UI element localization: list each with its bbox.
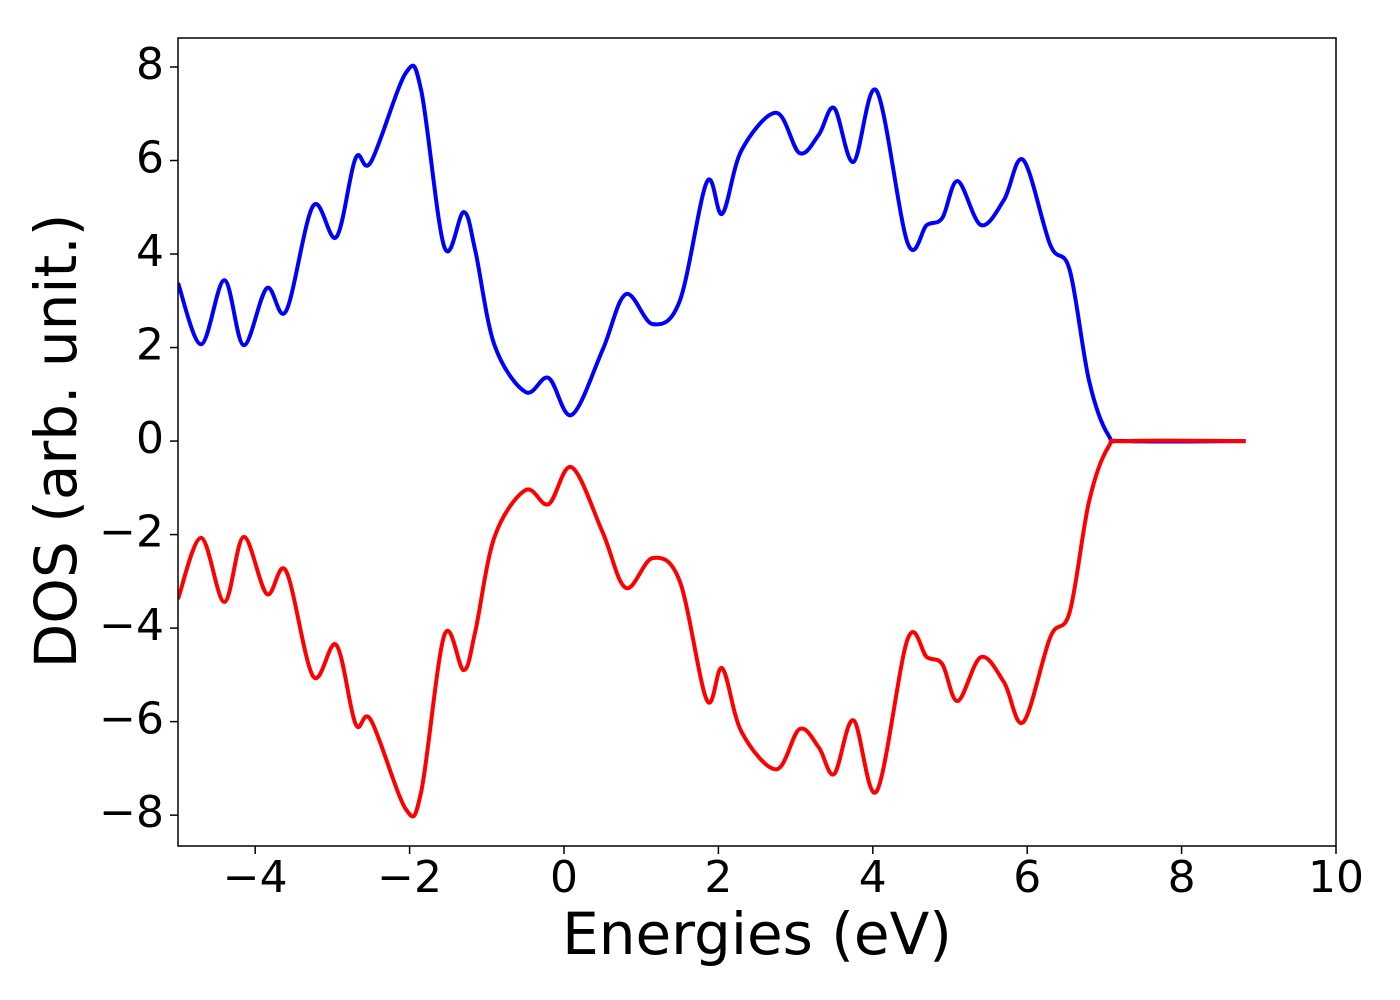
x-tick-label: 8 [1168, 852, 1196, 903]
y-tick-label: −8 [99, 787, 164, 838]
series-line [178, 63, 1246, 444]
y-tick-label: 6 [136, 133, 164, 184]
x-tick-label: 10 [1308, 852, 1364, 903]
plot-frame [177, 37, 1337, 847]
y-tick-label: 8 [136, 39, 164, 90]
y-tick-label: 0 [136, 413, 164, 464]
x-tick-label: −2 [377, 852, 442, 903]
x-axis-label: Energies (eV) [562, 900, 952, 968]
y-axis-label: DOS (arb. unit.) [22, 214, 90, 669]
x-tick-label: 6 [1013, 852, 1041, 903]
series-line [178, 438, 1246, 819]
plot-lines [178, 63, 1246, 819]
x-tick-label: −4 [223, 852, 288, 903]
x-tick-label: 2 [704, 852, 732, 903]
x-tick-label: 4 [859, 852, 887, 903]
y-tick-label: 4 [136, 226, 164, 277]
y-tick-label: −6 [99, 694, 164, 745]
y-tick-label: −4 [99, 600, 164, 651]
y-tick-label: −2 [99, 507, 164, 558]
y-tick-label: 2 [136, 320, 164, 371]
x-tick-label: 0 [550, 852, 578, 903]
